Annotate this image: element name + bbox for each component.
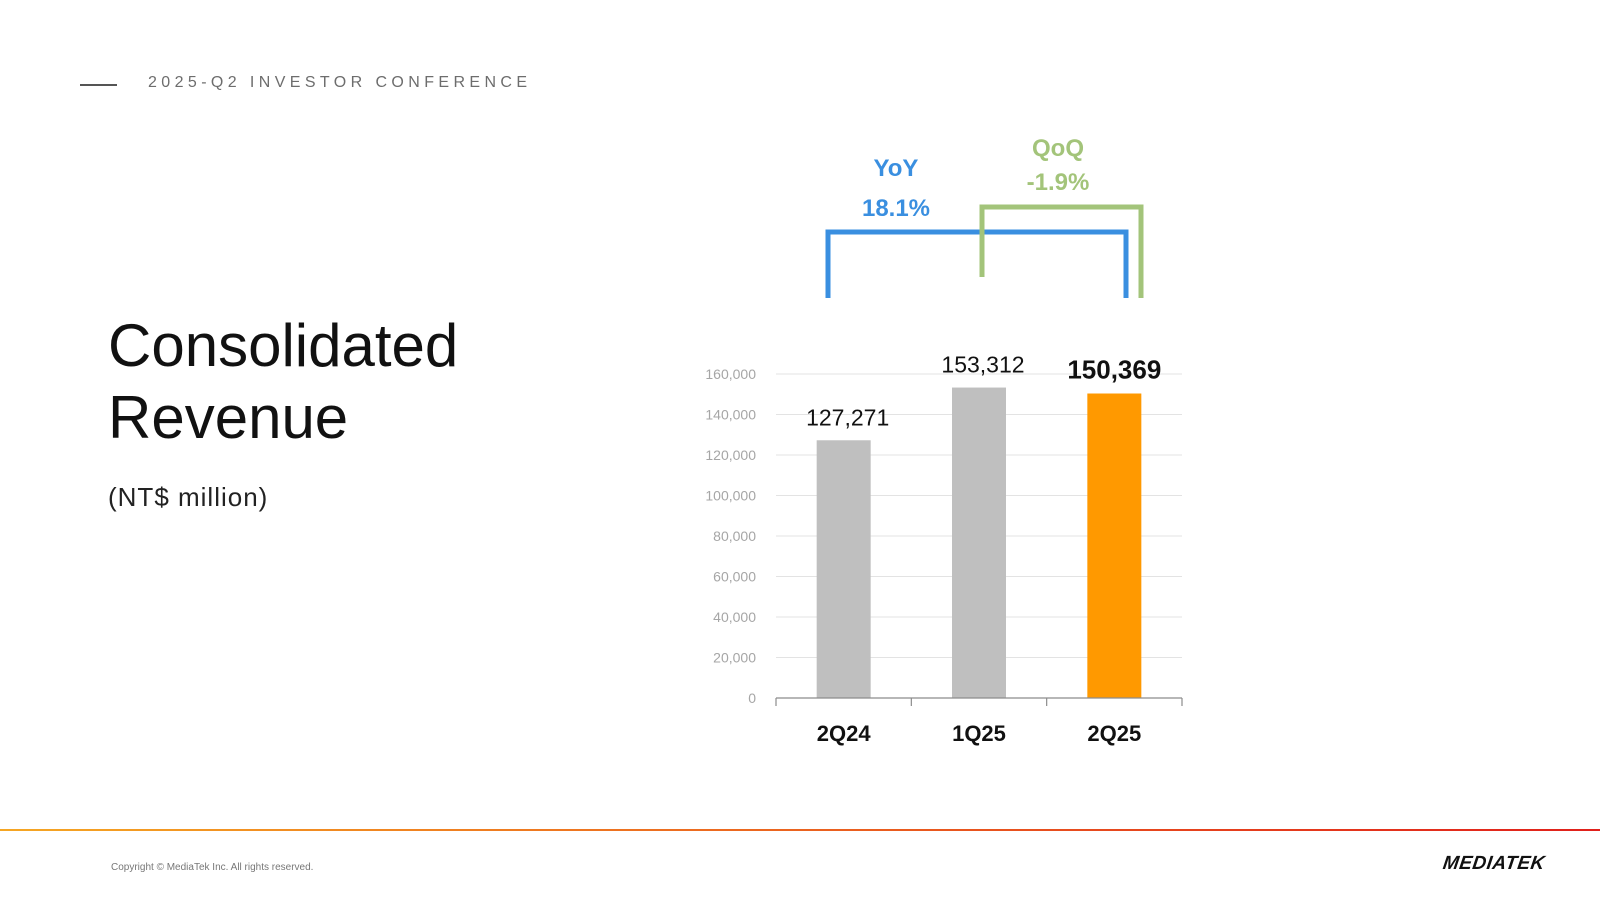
qoq-label: QoQ [1032,135,1084,162]
yoy-bracket [825,229,1129,298]
bar-2Q24 [816,440,871,698]
chart-bars [816,387,1142,698]
conference-title: 2025-Q2 INVESTOR CONFERENCE [148,74,532,91]
data-label: 153,312 [941,352,1024,378]
unit-label: (NT$ million) [108,482,269,512]
comparison-brackets: YoY 18.1% QoQ -1.9% [825,135,1144,298]
qoq-value: -1.9% [1027,169,1090,196]
slide-title-line1: Consolidated [108,312,459,379]
y-tick-label: 160,000 [705,366,756,382]
data-label: 150,369 [1067,355,1161,385]
x-tick-label: 2Q24 [817,721,872,746]
yoy-label: YoY [874,155,919,182]
data-label: 127,271 [806,404,889,430]
slide-title: Consolidated Revenue [108,310,458,454]
qoq-bracket [979,204,1144,298]
y-tick-label: 80,000 [713,528,756,544]
chart-y-tick-labels: 0 20,000 40,000 60,000 80,000 100,000 120,000 1… [705,366,756,706]
y-tick-label: 140,000 [705,407,756,423]
chart-x-tick-labels: 2Q24 1Q25 2Q25 [817,721,1141,746]
bar-2Q25 [1087,393,1142,698]
footer-gradient-rule [0,829,1600,831]
y-tick-label: 60,000 [713,569,756,585]
y-tick-label: 120,000 [705,447,756,463]
x-tick-label: 2Q25 [1087,721,1141,746]
y-tick-label: 0 [748,690,756,706]
x-tick-label: 1Q25 [952,721,1006,746]
header-rule [80,84,117,86]
mediatek-logo: MEDIATEK [1441,853,1547,874]
bar-1Q25 [952,387,1006,698]
y-tick-label: 20,000 [713,650,756,666]
y-tick-label: 100,000 [705,488,756,504]
chart-x-axis [775,697,1183,706]
slide-title-line2: Revenue [108,384,349,451]
copyright-notice: Copyright © MediaTek Inc. All rights res… [111,862,314,873]
y-tick-label: 40,000 [713,609,756,625]
yoy-value: 18.1% [862,195,930,222]
chart-data-labels: 127,271 153,312 150,369 [806,352,1161,431]
